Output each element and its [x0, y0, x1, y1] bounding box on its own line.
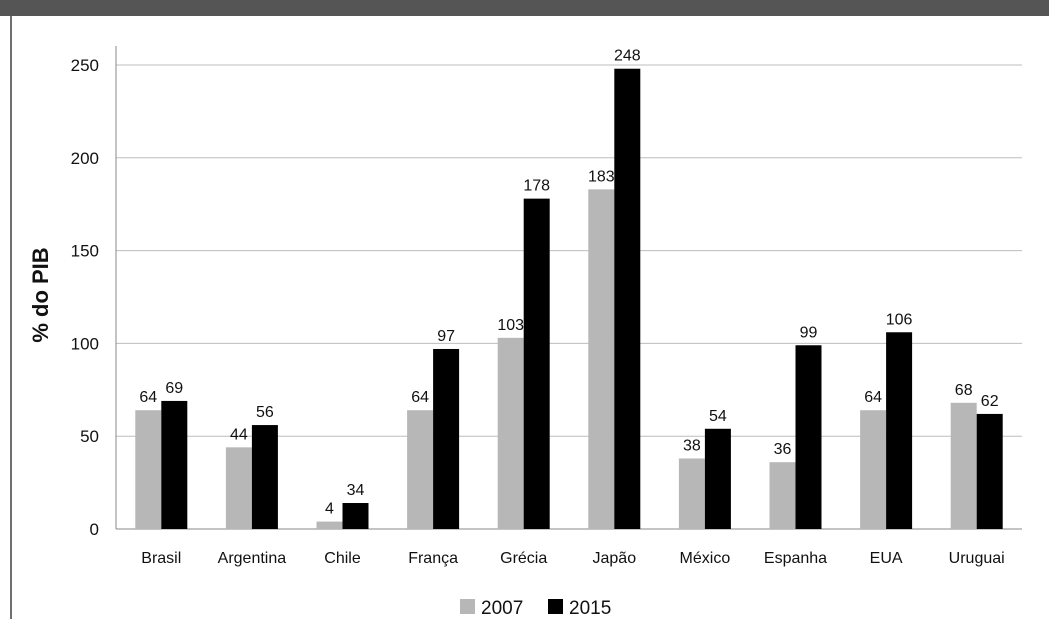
- data-label: 36: [774, 441, 792, 458]
- category-label: Brasil: [141, 550, 181, 567]
- legend-label: 2015: [569, 598, 611, 619]
- bar-2007-espanha: [769, 462, 796, 529]
- legend: 2007 2015: [460, 598, 611, 619]
- legend-swatch-2007: [460, 599, 475, 614]
- data-label: 97: [437, 328, 455, 345]
- bar-2015-frança: [433, 348, 460, 529]
- bar-2007-méxico: [678, 458, 705, 529]
- data-label: 68: [955, 382, 973, 399]
- y-tick-label: 50: [80, 427, 99, 446]
- data-label: 183: [588, 168, 615, 185]
- y-axis-title: % do PIB: [28, 247, 53, 342]
- data-label: 4: [325, 501, 334, 518]
- bar-2007-brasil: [135, 410, 162, 529]
- left-rule: [10, 16, 12, 619]
- category-label: Uruguai: [949, 550, 1005, 567]
- y-tick-label: 100: [71, 334, 99, 353]
- data-label: 248: [614, 48, 641, 65]
- data-label: 103: [497, 317, 524, 334]
- data-label: 64: [864, 389, 882, 406]
- y-tick-label: 0: [90, 520, 99, 539]
- bar-2007-grécia: [497, 337, 524, 529]
- data-labels: 64 69 44 56 4 34 64 97 103 178 183 248 38 54 36 99 64 106…: [139, 48, 998, 518]
- category-label: EUA: [870, 550, 903, 567]
- data-label: 69: [165, 380, 183, 397]
- bar-2007-eua: [860, 410, 887, 529]
- bar-2015-espanha: [795, 345, 822, 529]
- category-label: México: [680, 550, 731, 567]
- data-label: 56: [256, 404, 274, 421]
- bar-2007-argentina: [225, 447, 252, 529]
- legend-swatch-2015: [548, 599, 563, 614]
- legend-label: 2007: [481, 598, 523, 619]
- bar-2007-japão: [588, 189, 615, 530]
- y-tick-labels: 0 50 100 150 200 250: [71, 56, 99, 539]
- data-label: 44: [230, 426, 248, 443]
- bar-2015-brasil: [161, 400, 188, 529]
- bar-2007-uruguai: [950, 402, 977, 529]
- bar-2015-méxico: [704, 428, 731, 529]
- category-label: Chile: [324, 550, 361, 567]
- data-label: 54: [709, 408, 727, 425]
- category-label: Japão: [593, 550, 637, 567]
- bar-2015-argentina: [251, 425, 278, 529]
- category-label: Argentina: [218, 550, 287, 567]
- bar-2015-japão: [614, 68, 641, 529]
- bar-2007-chile: [316, 521, 343, 529]
- y-tick-label: 150: [71, 242, 99, 261]
- category-label: França: [408, 550, 458, 567]
- header-bar: [0, 0, 1049, 16]
- bar-2015-grécia: [523, 198, 550, 529]
- y-tick-label: 200: [71, 149, 99, 168]
- data-label: 99: [800, 324, 818, 341]
- bar-2015-chile: [342, 503, 369, 529]
- data-label: 38: [683, 437, 701, 454]
- y-tick-label: 250: [71, 56, 99, 75]
- bars: [135, 68, 1003, 530]
- category-labels: Brasil Argentina Chile França Grécia Japão Méx…: [141, 550, 1004, 567]
- data-label: 106: [886, 311, 913, 328]
- data-label: 64: [411, 389, 429, 406]
- data-label: 62: [981, 393, 999, 410]
- bar-2015-eua: [886, 332, 913, 529]
- category-label: Espanha: [764, 550, 827, 567]
- bar-2007-frança: [407, 410, 434, 529]
- data-label: 178: [523, 178, 550, 195]
- category-label: Grécia: [500, 550, 547, 567]
- bar-2015-uruguai: [976, 413, 1003, 529]
- data-label: 64: [139, 389, 157, 406]
- data-label: 34: [347, 482, 365, 499]
